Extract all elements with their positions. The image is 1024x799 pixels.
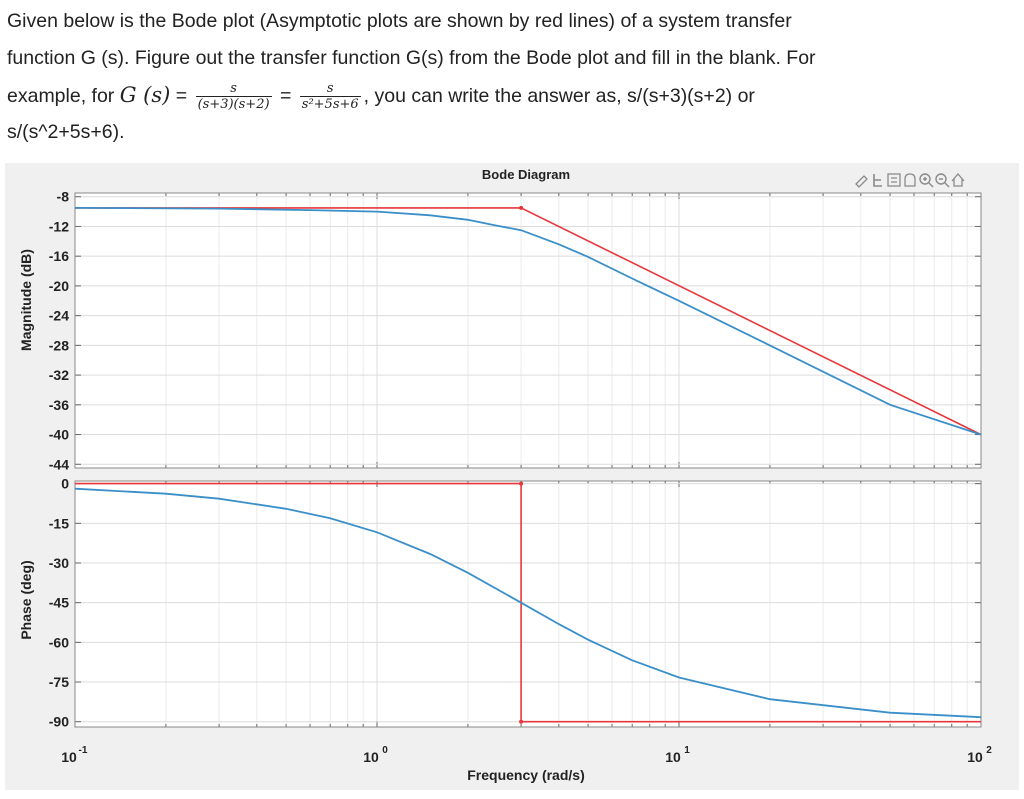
magnitude-y-axis-label: Magnitude (dB)	[18, 249, 34, 351]
x-tick-label: 10	[967, 749, 983, 765]
phase-y-tick-label: -30	[49, 555, 69, 571]
equals-sign-2: =	[279, 85, 292, 108]
phase-y-tick-label: -45	[49, 595, 69, 611]
question-line-4: s/(s^2+5s+6).	[7, 121, 125, 143]
bode-figure-panel: Bode Diagram -8 -12 -16 -20 -24 -28 -32 -36 -40-…	[5, 163, 1019, 790]
example-suffix: , you can write the answer as, s/(s+3)(s…	[363, 85, 755, 107]
question-text: Given below is the Bode plot (Asymptotic…	[7, 3, 1017, 151]
question-line-2: function G (s). Figure out the transfer …	[7, 47, 816, 69]
magnitude-axes: -8 -12 -16 -20 -24 -28 -32 -36 -40 -44	[49, 189, 982, 472]
magnitude-axes-box	[74, 192, 982, 469]
x-tick-label-exponent: -1	[79, 745, 88, 756]
magnitude-y-tick-label: -44	[49, 456, 69, 472]
brush-icon[interactable]	[855, 175, 868, 188]
magnitude-y-tick-label: -28	[49, 337, 69, 353]
phase-axes: 0 -15 -30 -45 -60 -75 -90	[49, 476, 982, 730]
phase-y-tick-label: -75	[49, 674, 69, 690]
phase-y-tick-label: -90	[49, 714, 69, 730]
fraction-factored-denominator: (s+3)(s+2)	[195, 96, 272, 113]
fraction-expanded-numerator: s	[326, 81, 334, 97]
question-line-3: example, for G (s) = s (s+3)(s+2) = s s²…	[7, 77, 1017, 114]
zoom-out-icon[interactable]	[935, 173, 950, 188]
magnitude-y-tick-label: -24	[49, 308, 69, 324]
x-tick-label-exponent: 1	[684, 745, 690, 756]
magnitude-y-tick-label: -8	[57, 189, 70, 205]
phase-asymptote-breakpoint	[519, 719, 524, 724]
fraction-factored: s (s+3)(s+2)	[195, 81, 272, 113]
x-tick-label-exponent: 2	[986, 745, 992, 756]
fraction-expanded: s s²+5s+6	[299, 81, 361, 113]
pan-icon[interactable]	[904, 173, 916, 187]
zoom-in-icon[interactable]	[919, 173, 934, 188]
home-icon[interactable]	[951, 173, 965, 187]
magnitude-y-tick-label: -36	[49, 397, 69, 413]
phase-y-tick-label: -60	[49, 634, 69, 650]
phase-response-curve	[74, 487, 982, 719]
magnitude-y-tick-label: -12	[49, 218, 69, 234]
x-axis-label: Frequency (rad/s)	[467, 767, 584, 783]
frequency-tick-labels: 10 -1 10 0 10 1 10 2	[61, 745, 992, 765]
equals-sign-1: =	[175, 85, 188, 108]
phase-axes-box	[74, 480, 982, 728]
magnitude-y-tick-label: -40	[49, 427, 69, 443]
phase-y-axis-label: Phase (deg)	[18, 560, 34, 639]
x-tick-label-exponent: 0	[382, 745, 388, 756]
magnitude-asymptote-breakpoint	[519, 205, 524, 210]
magnitude-plot-area	[75, 193, 981, 468]
phase-y-tick-label: -15	[49, 515, 69, 531]
magnitude-y-tick-label: -16	[49, 248, 69, 264]
math-g-of-s: G (s)	[119, 83, 171, 107]
data-cursor-icon[interactable]	[873, 174, 882, 187]
magnitude-y-tick-label: -20	[49, 278, 69, 294]
phase-y-tick-label: 0	[61, 476, 69, 492]
x-tick-label: 10	[665, 749, 681, 765]
magnitude-y-tick-label: -32	[49, 367, 69, 383]
fraction-expanded-denominator: s²+5s+6	[299, 96, 361, 113]
question-line-1: Given below is the Bode plot (Asymptotic…	[7, 10, 792, 32]
x-tick-label: 10	[363, 749, 379, 765]
chart-title: Bode Diagram	[482, 167, 570, 182]
x-tick-label: 10	[61, 749, 77, 765]
legend-icon[interactable]	[887, 173, 901, 187]
phase-asymptote-breakpoint	[519, 481, 524, 486]
fraction-factored-numerator: s	[230, 81, 237, 97]
magnitude-response-curve	[74, 207, 982, 436]
example-prefix: example, for	[7, 85, 120, 107]
bode-diagram: Bode Diagram -8-12-16-20-24-28-32-36-40-…	[18, 167, 992, 783]
phase-plot-area	[75, 481, 981, 727]
figure-toolbar[interactable]	[855, 173, 965, 188]
